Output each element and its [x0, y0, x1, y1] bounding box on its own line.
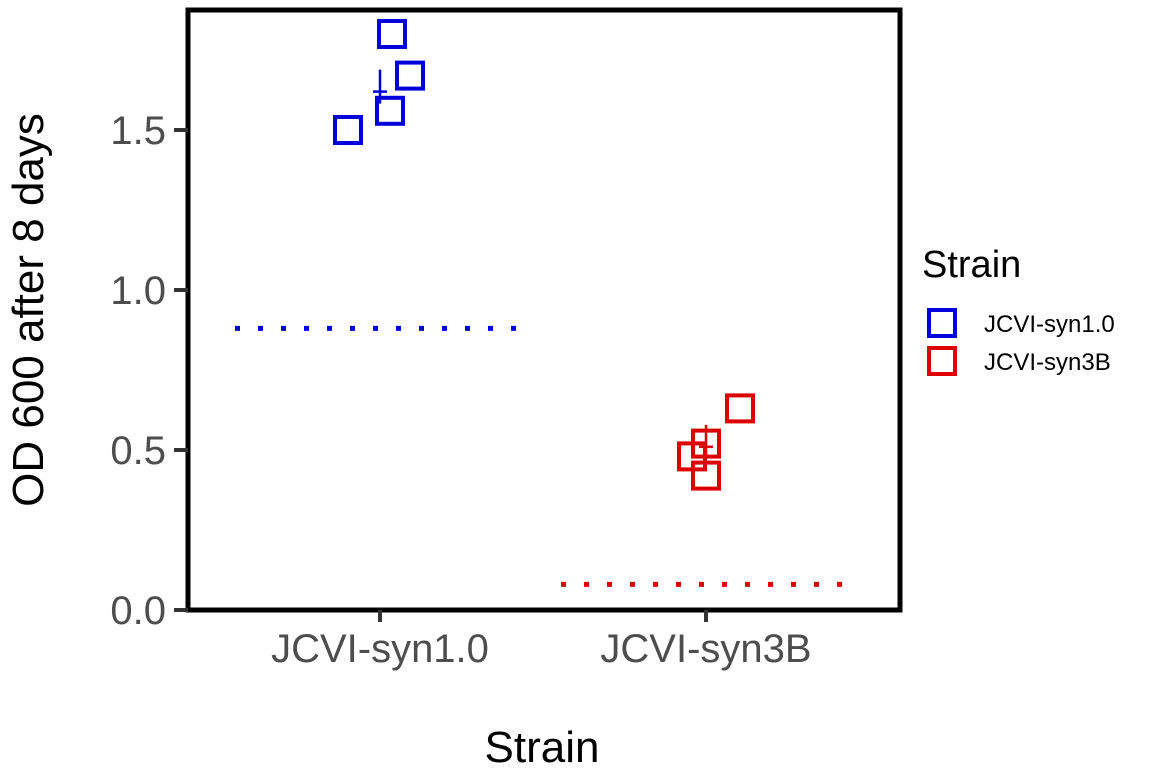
- mean-markers: [373, 69, 713, 459]
- legend: Strain JCVI-syn1.0 JCVI-syn3B: [922, 244, 1115, 376]
- x-tick-label: JCVI-syn3B: [600, 627, 811, 671]
- data-point: [377, 19, 407, 49]
- mean-marker: [373, 69, 387, 104]
- data-point: [725, 393, 755, 424]
- x-axis-title: Strain: [485, 723, 600, 772]
- legend-key: [927, 308, 957, 338]
- data-point: [333, 115, 363, 145]
- legend-title: Strain: [922, 244, 1021, 286]
- mean-marker: [699, 424, 713, 459]
- x-axis: JCVI-syn1.0 JCVI-syn3B: [271, 610, 812, 671]
- plot-panel-border: [185, 7, 903, 613]
- y-tick-label: 1.0: [110, 269, 166, 313]
- legend-label: JCVI-syn1.0: [984, 311, 1115, 338]
- data-point: [375, 95, 405, 126]
- y-tick-label: 0.5: [110, 429, 166, 473]
- y-tick-label: 0.0: [110, 589, 166, 633]
- y-axis: 0.0 0.5 1.0 1.5: [110, 109, 188, 633]
- data-points: [333, 19, 755, 491]
- data-point: [395, 60, 425, 91]
- y-axis-title: OD 600 after 8 days: [4, 113, 53, 507]
- legend-key: [927, 346, 957, 376]
- legend-label: JCVI-syn3B: [984, 349, 1111, 376]
- y-tick-label: 1.5: [110, 109, 166, 153]
- data-point: [691, 460, 721, 491]
- reference-lines: [235, 325, 851, 587]
- x-tick-label: JCVI-syn1.0: [271, 627, 489, 671]
